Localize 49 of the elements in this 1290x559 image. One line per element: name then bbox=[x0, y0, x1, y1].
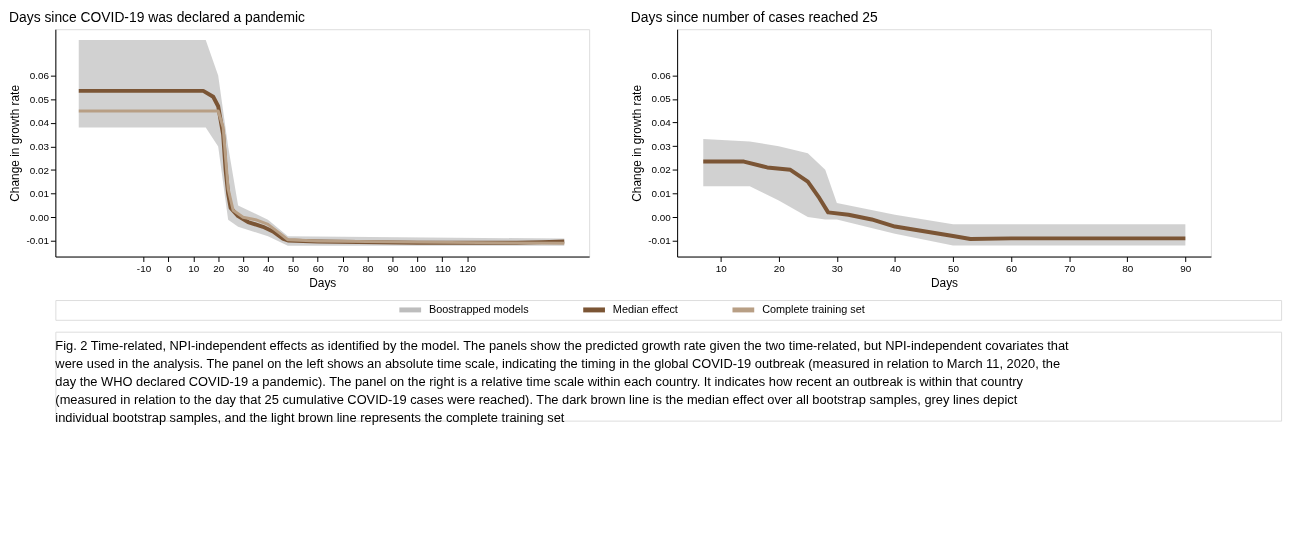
x-tick-label: 20 bbox=[213, 262, 225, 274]
caption: Fig. 2 Time-related, NPI-independent effects as identified by the model. The panels show the predicted growth rate given the two time-related, but NPI-independent covariates that were used in the analysis. The panel on the left shows an absolute time scale, indicating the timing in the global COVID-19 outbreak (measured in relation to March 11, 2020, the day the WHO declared COVID-19 a pandemic). The panel on the right is a relative time scale within each country. It indicates how recent an outbreak is within that country (measured in relation to the day that 25 cumulative COVID-19 cases were reached). The dark brown line is the median effect over all bootstrap samples, grey lines depict individual bootstrap samples, and the light brown line represents the complete training set bbox=[54, 338, 1070, 425]
y-axis-title: Change in growth rate bbox=[8, 84, 23, 202]
x-tick-label: 0 bbox=[166, 262, 173, 274]
y-tick-label: 0.06 bbox=[651, 69, 672, 81]
legend-label: Boostrapped models bbox=[429, 302, 530, 315]
y-axis-title: Change in growth rate bbox=[630, 84, 645, 202]
y-tick-label: 0.03 bbox=[29, 140, 50, 152]
x-tick-label: 70 bbox=[1064, 262, 1076, 274]
x-tick-label: 100 bbox=[409, 262, 427, 274]
x-tick-label: 50 bbox=[948, 262, 960, 274]
y-tick-label: 0.01 bbox=[651, 187, 672, 199]
legend-label: Complete training set bbox=[762, 302, 865, 315]
x-tick-label: 10 bbox=[188, 262, 200, 274]
y-tick-label: 0.02 bbox=[651, 164, 671, 176]
x-tick-label: 70 bbox=[337, 262, 350, 274]
x-tick-label: 110 bbox=[434, 262, 452, 274]
y-tick-label: 0.06 bbox=[29, 69, 50, 81]
y-tick-label: 0.01 bbox=[29, 188, 50, 200]
x-tick-label: 40 bbox=[262, 262, 275, 274]
y-tick-label: 0.04 bbox=[29, 117, 50, 129]
x-axis-title: Days bbox=[931, 275, 959, 290]
y-tick-label: 0.03 bbox=[651, 140, 672, 152]
x-tick-label: -10 bbox=[136, 262, 152, 274]
y-tick-label: 0.05 bbox=[29, 93, 50, 105]
chart-title: Days since number of cases reached 25 bbox=[630, 9, 878, 26]
x-tick-label: 80 bbox=[1122, 262, 1134, 274]
x-tick-label: 30 bbox=[238, 262, 250, 274]
y-tick-label: 0.04 bbox=[651, 117, 672, 129]
x-tick-label: 10 bbox=[715, 262, 728, 274]
y-tick-label: 0.00 bbox=[29, 211, 50, 223]
x-tick-label: 60 bbox=[1006, 262, 1018, 274]
y-tick-label: -0.01 bbox=[648, 235, 672, 247]
x-tick-label: 30 bbox=[831, 262, 844, 274]
y-tick-label: -0.01 bbox=[26, 235, 50, 247]
x-tick-label: 20 bbox=[773, 262, 786, 274]
x-tick-label: 40 bbox=[889, 262, 902, 274]
y-tick-label: 0.02 bbox=[29, 164, 49, 176]
x-tick-label: 90 bbox=[1180, 262, 1192, 274]
chart-title: Days since COVID-19 was declared a pandemic bbox=[9, 9, 306, 26]
y-tick-label: 0.05 bbox=[651, 93, 672, 105]
x-tick-label: 90 bbox=[387, 262, 399, 274]
y-tick-label: 0.00 bbox=[651, 211, 672, 223]
x-tick-label: 50 bbox=[287, 262, 300, 274]
x-axis-title: Days bbox=[309, 275, 337, 290]
x-tick-label: 120 bbox=[459, 262, 477, 274]
x-tick-label: 80 bbox=[362, 262, 375, 274]
legend-label: Median effect bbox=[612, 302, 678, 315]
x-tick-label: 60 bbox=[312, 262, 325, 274]
